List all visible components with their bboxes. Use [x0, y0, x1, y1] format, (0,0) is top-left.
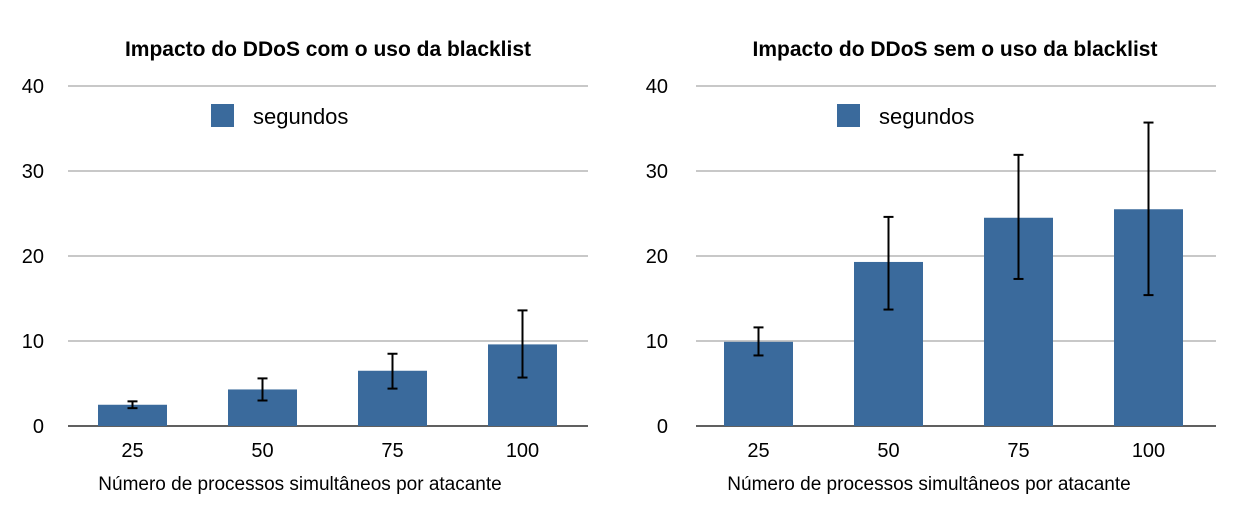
- legend-swatch: [211, 104, 234, 127]
- y-tick-label: 10: [646, 331, 668, 353]
- chart-without-blacklist: Impacto do DDoS sem o uso da blacklist 0 1…: [646, 38, 1216, 495]
- legend-label: segundos: [253, 104, 348, 129]
- error-bar: [1013, 153, 1024, 280]
- x-tick-label: 50: [877, 440, 899, 462]
- x-tick-label: 25: [121, 440, 143, 462]
- x-tick-label: 25: [747, 440, 769, 462]
- y-tick-label: 30: [646, 161, 668, 183]
- y-tick-label: 40: [646, 76, 668, 98]
- x-axis-label: Número de processos simultâneos por atac…: [727, 474, 1130, 495]
- legend: segundos: [837, 104, 974, 129]
- x-tick-label: 50: [251, 440, 273, 462]
- error-bar: [257, 377, 268, 402]
- bar: [98, 404, 167, 426]
- chart-title: Impacto do DDoS sem o uso da blacklist: [753, 38, 1158, 61]
- error-bar: [883, 215, 894, 311]
- y-tick-label: 0: [33, 416, 44, 438]
- error-bar: [517, 309, 528, 379]
- x-tick-label: 75: [1007, 440, 1029, 462]
- error-bar: [1143, 121, 1154, 297]
- error-bar: [127, 400, 138, 410]
- x-tick-label: 100: [506, 440, 539, 462]
- y-tick-label: 20: [646, 246, 668, 268]
- y-tick-label: 0: [657, 416, 668, 438]
- error-bar: [387, 352, 398, 390]
- legend-swatch: [837, 104, 860, 127]
- legend: segundos: [211, 104, 348, 129]
- x-tick-label: 75: [381, 440, 403, 462]
- y-tick-label: 40: [22, 76, 44, 98]
- x-tick-label: 100: [1132, 440, 1165, 462]
- x-axis-label: Número de processos simultâneos por atac…: [98, 474, 501, 495]
- legend-label: segundos: [879, 104, 974, 129]
- chart-title: Impacto do DDoS com o uso da blacklist: [125, 38, 531, 61]
- y-tick-label: 20: [22, 246, 44, 268]
- error-bar: [753, 326, 764, 357]
- y-tick-label: 30: [22, 161, 44, 183]
- y-tick-label: 10: [22, 331, 44, 353]
- chart-with-blacklist: Impacto do DDoS com o uso da blacklist 0 1…: [22, 38, 588, 495]
